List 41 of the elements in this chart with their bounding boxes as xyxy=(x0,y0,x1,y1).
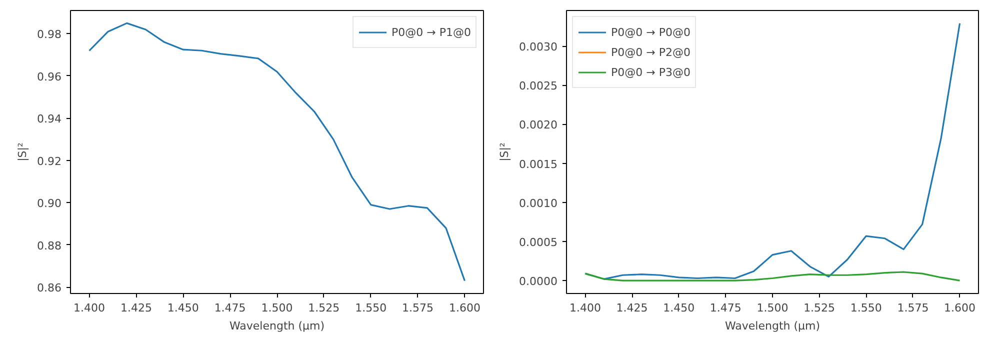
x-tick-label: 1.500 xyxy=(261,302,293,314)
legend-label: P0@0 → P3@0 xyxy=(611,66,690,78)
y-tick-label: 0.96 xyxy=(37,70,62,84)
x-tick-label: 1.575 xyxy=(402,302,434,314)
y-tick-label: 0.0015 xyxy=(519,158,558,171)
y-tick-label: 0.0020 xyxy=(519,118,558,132)
x-tick-label: 1.450 xyxy=(663,302,695,314)
x-tick-label: 1.450 xyxy=(167,302,199,314)
x-tick-label: 1.400 xyxy=(74,302,106,314)
y-axis-title: |S|² xyxy=(16,142,30,162)
y-tick-label: 0.92 xyxy=(37,154,62,168)
x-tick-label: 1.425 xyxy=(120,302,152,314)
x-tick-label: 1.600 xyxy=(448,302,480,314)
legend-label: P0@0 → P0@0 xyxy=(611,26,690,38)
y-tick-label: 0.88 xyxy=(37,239,62,252)
line-series xyxy=(584,271,961,282)
x-tick-label: 1.575 xyxy=(897,302,929,314)
x-tick-label: 1.425 xyxy=(616,302,648,314)
y-tick-label: 0.0030 xyxy=(519,40,558,54)
x-axis-title: Wavelength (µm) xyxy=(724,320,820,332)
x-tick-label: 1.525 xyxy=(804,302,836,314)
y-tick-label: 0.0000 xyxy=(519,275,558,288)
y-tick-label: 0.0005 xyxy=(519,236,558,250)
x-tick-label: 1.550 xyxy=(850,302,882,314)
x-tick-label: 1.525 xyxy=(308,302,340,314)
legend-label: P0@0 → P2@0 xyxy=(611,46,690,58)
x-tick-label: 1.600 xyxy=(944,302,976,314)
x-tick-label: 1.550 xyxy=(355,302,387,314)
y-tick-label: 0.98 xyxy=(37,28,62,42)
x-axis-title: Wavelength (µm) xyxy=(229,320,325,332)
x-tick-label: 1.500 xyxy=(756,302,788,314)
y-tick-label: 0.0010 xyxy=(519,196,558,210)
y-axis-title: |S|² xyxy=(498,142,512,162)
x-tick-label: 1.400 xyxy=(569,302,601,314)
legend-label: P0@0 → P1@0 xyxy=(392,26,471,38)
y-tick-label: 0.86 xyxy=(37,282,62,295)
y-tick-label: 0.94 xyxy=(37,112,62,126)
y-tick-label: 0.90 xyxy=(37,197,62,210)
y-tick-label: 0.0025 xyxy=(519,80,558,93)
x-tick-label: 1.475 xyxy=(214,302,246,314)
x-tick-label: 1.475 xyxy=(710,302,742,314)
